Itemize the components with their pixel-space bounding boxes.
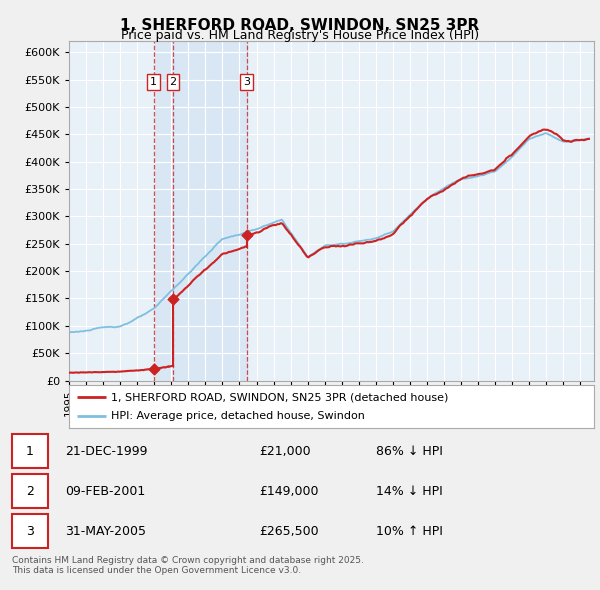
- FancyBboxPatch shape: [12, 434, 49, 468]
- FancyBboxPatch shape: [12, 514, 49, 548]
- Bar: [154, 41, 247, 381]
- Text: 1: 1: [150, 77, 157, 87]
- Text: 10% ↑ HPI: 10% ↑ HPI: [376, 525, 443, 537]
- Text: 2: 2: [170, 77, 176, 87]
- Text: 1: 1: [26, 445, 34, 458]
- FancyBboxPatch shape: [12, 474, 49, 508]
- Text: £265,500: £265,500: [259, 525, 319, 537]
- Text: Price paid vs. HM Land Registry's House Price Index (HPI): Price paid vs. HM Land Registry's House …: [121, 30, 479, 42]
- Text: 3: 3: [243, 77, 250, 87]
- Text: 1, SHERFORD ROAD, SWINDON, SN25 3PR: 1, SHERFORD ROAD, SWINDON, SN25 3PR: [121, 18, 479, 32]
- Text: Contains HM Land Registry data © Crown copyright and database right 2025.
This d: Contains HM Land Registry data © Crown c…: [12, 556, 364, 575]
- Text: 21-DEC-1999: 21-DEC-1999: [65, 445, 148, 458]
- Text: 2: 2: [26, 484, 34, 498]
- Text: 14% ↓ HPI: 14% ↓ HPI: [376, 484, 443, 498]
- Text: 1, SHERFORD ROAD, SWINDON, SN25 3PR (detached house): 1, SHERFORD ROAD, SWINDON, SN25 3PR (det…: [111, 392, 448, 402]
- Text: 31-MAY-2005: 31-MAY-2005: [65, 525, 146, 537]
- Text: £21,000: £21,000: [259, 445, 310, 458]
- Text: £149,000: £149,000: [259, 484, 319, 498]
- Text: 09-FEB-2001: 09-FEB-2001: [65, 484, 145, 498]
- Text: HPI: Average price, detached house, Swindon: HPI: Average price, detached house, Swin…: [111, 411, 365, 421]
- Text: 86% ↓ HPI: 86% ↓ HPI: [376, 445, 443, 458]
- Point: [242, 231, 251, 240]
- Point: [168, 294, 178, 304]
- Point: [149, 365, 158, 374]
- Text: 3: 3: [26, 525, 34, 537]
